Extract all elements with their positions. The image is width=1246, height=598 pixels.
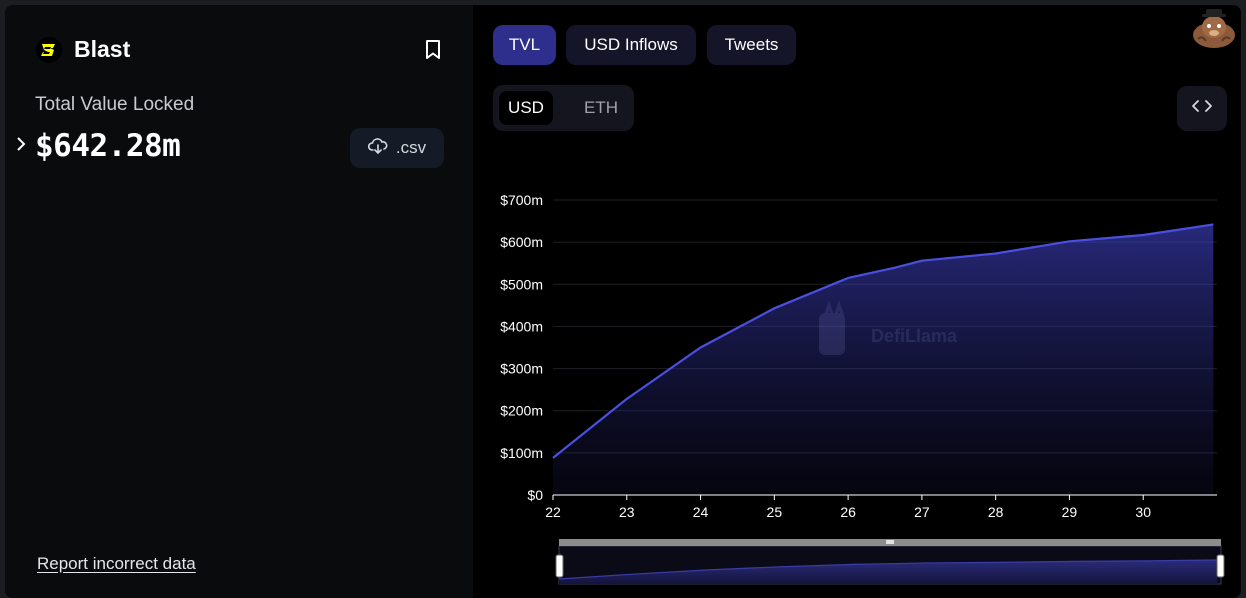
- app-frame: Blast Total Value Locked $642.28m .csv R…: [5, 5, 1241, 598]
- y-tick-label: $600m: [500, 234, 543, 250]
- blast-logo-icon: [36, 37, 62, 63]
- x-tick-label: 25: [767, 504, 783, 520]
- download-csv-button[interactable]: .csv: [350, 128, 444, 168]
- y-tick-label: $500m: [500, 276, 543, 292]
- x-tick-label: 23: [619, 504, 635, 520]
- download-cloud-icon: [367, 137, 388, 160]
- tab-tvl[interactable]: TVL: [493, 25, 556, 65]
- bookmark-icon[interactable]: [423, 38, 443, 62]
- x-tick-label: 27: [914, 504, 930, 520]
- x-tick-label: 30: [1135, 504, 1151, 520]
- code-icon: [1191, 98, 1213, 119]
- series-line: [552, 223, 1214, 459]
- csv-button-label: .csv: [395, 138, 427, 157]
- report-incorrect-data-link[interactable]: Report incorrect data: [37, 554, 196, 573]
- y-tick-label: $100m: [500, 445, 543, 461]
- x-tick-label: 28: [988, 504, 1004, 520]
- y-tick-label: $400m: [500, 318, 543, 334]
- x-tick-label: 26: [840, 504, 856, 520]
- chevron-right-icon[interactable]: [14, 135, 28, 153]
- y-tick-label: $700m: [500, 192, 543, 208]
- y-tick-label: $0: [527, 487, 543, 503]
- unit-usd-button[interactable]: USD: [499, 91, 553, 125]
- navigator-right-handle[interactable]: [1216, 554, 1225, 578]
- tvl-label: Total Value Locked: [35, 94, 195, 115]
- tvl-area-chart: $0$100m$200m$300m$400m$500m$600m$700mDef…: [500, 192, 1225, 585]
- unit-toggle: USD ETH: [493, 85, 634, 131]
- embed-button[interactable]: [1177, 86, 1227, 131]
- unit-eth-button[interactable]: ETH: [584, 98, 618, 117]
- chart-panel: TVL USD Inflows Tweets USD ETH: [473, 5, 1241, 598]
- y-tick-label: $300m: [500, 361, 543, 377]
- protocol-name: Blast: [74, 36, 131, 62]
- x-tick-label: 22: [545, 504, 561, 520]
- navigator-grip-icon[interactable]: [886, 540, 894, 544]
- protocol-summary-panel: Blast Total Value Locked $642.28m .csv R…: [5, 5, 473, 598]
- series-area: [553, 224, 1214, 495]
- tab-tweets[interactable]: Tweets: [707, 25, 796, 65]
- x-tick-label: 29: [1062, 504, 1078, 520]
- llama-avatar-icon[interactable]: [1190, 5, 1238, 51]
- tvl-value: $642.28m: [35, 128, 181, 164]
- tab-usd-inflows[interactable]: USD Inflows: [566, 25, 696, 65]
- navigator-area: [559, 559, 1218, 584]
- navigator-left-handle[interactable]: [555, 554, 564, 578]
- y-tick-label: $200m: [500, 403, 543, 419]
- x-tick-label: 24: [693, 504, 709, 520]
- navigator-line: [558, 559, 1218, 580]
